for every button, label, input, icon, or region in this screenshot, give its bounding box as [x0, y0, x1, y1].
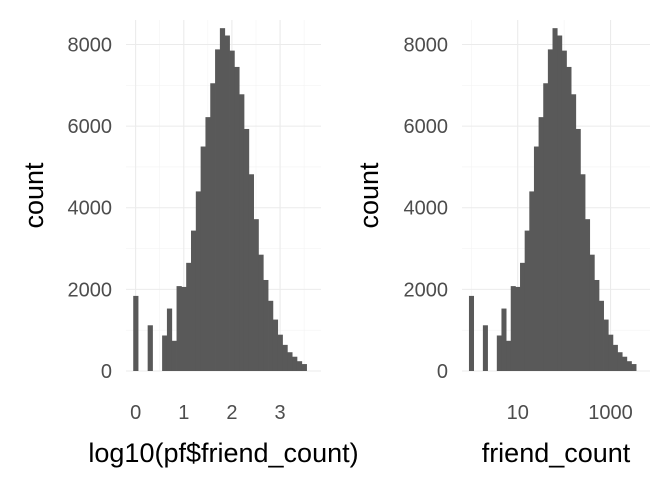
histogram-bar: [253, 219, 259, 371]
histogram-bar: [506, 340, 512, 371]
histogram-bar: [186, 262, 192, 371]
histogram-bar: [272, 319, 279, 371]
histogram-bar: [543, 83, 549, 371]
histogram-bar: [533, 146, 539, 371]
histogram-bar: [287, 352, 293, 371]
histogram-bar: [580, 174, 586, 371]
histogram-bar: [162, 335, 168, 371]
histogram-bar: [482, 325, 488, 371]
histogram-bar: [575, 128, 581, 371]
histogram-bar: [631, 364, 637, 371]
histogram-bar: [603, 319, 609, 371]
histogram-bar: [501, 308, 507, 371]
histogram-bar: [515, 286, 521, 371]
histogram-bar: [239, 94, 245, 371]
histogram-bar: [626, 361, 632, 371]
histogram-bar: [248, 174, 254, 371]
x-tick-label: 0: [130, 402, 141, 424]
x-tick-label: 10: [507, 402, 529, 424]
histogram-bar: [524, 230, 530, 371]
histogram-bar: [617, 352, 623, 371]
x-axis-title: log10(pf$friend_count): [88, 438, 358, 468]
histogram-bar: [200, 146, 206, 371]
x-tick-label: 1000: [588, 402, 633, 424]
histogram-bar: [234, 66, 240, 372]
histogram-bar: [547, 49, 553, 371]
histogram-bar: [594, 279, 600, 371]
histogram-bar: [205, 117, 211, 371]
histogram-bar: [191, 230, 197, 371]
histogram-bar: [622, 356, 628, 371]
histogram-bar: [557, 35, 563, 371]
histogram-bar: [566, 66, 572, 372]
y-tick-label: 8000: [68, 34, 113, 56]
histogram-bar: [292, 356, 298, 371]
histogram-bar: [529, 191, 535, 371]
histogram-bar: [195, 191, 202, 371]
histogram-bar: [166, 308, 173, 371]
histogram-bar: [510, 286, 516, 371]
histogram-bar: [133, 295, 139, 371]
histogram-bar: [296, 361, 303, 371]
histogram-bar: [612, 344, 618, 371]
histogram-bar: [229, 50, 235, 371]
histogram-bar: [176, 286, 182, 371]
histogram-bar: [219, 28, 226, 372]
y-tick-label: 2000: [404, 279, 449, 301]
histogram-bar: [538, 117, 544, 371]
histogram-bar: [147, 325, 153, 371]
x-tick-label: 3: [275, 402, 286, 424]
histogram-bar: [171, 340, 177, 371]
histogram-bar: [608, 334, 614, 371]
histogram-bar: [496, 335, 502, 371]
histogram-bar: [243, 128, 250, 371]
histogram-bar: [552, 28, 558, 372]
histogram-bar: [301, 364, 307, 371]
x-axis-title: friend_count: [482, 438, 631, 468]
histogram-bar: [598, 300, 604, 371]
y-tick-label: 4000: [68, 198, 113, 220]
histogram-bar: [589, 254, 595, 371]
histogram-bar: [224, 35, 230, 371]
histogram-bar: [585, 219, 591, 371]
histogram-bar: [561, 50, 567, 371]
y-tick-label: 2000: [68, 279, 113, 301]
histogram-bar: [277, 334, 283, 371]
histogram-bar: [520, 262, 526, 371]
histogram-bar: [468, 295, 475, 371]
y-axis-title: count: [354, 162, 384, 229]
histogram-bar: [258, 254, 264, 371]
left-histogram-panel: 0 2000 4000 6000 8000 0 1 2 3 log10(pf$friend_cou…: [19, 20, 359, 468]
y-tick-label: 4000: [404, 198, 449, 220]
y-tick-label: 6000: [68, 116, 113, 138]
histogram-bar: [571, 94, 577, 371]
y-tick-label: 8000: [404, 34, 449, 56]
x-tick-label: 1: [178, 402, 189, 424]
histogram-bar: [210, 83, 216, 371]
histogram-bar: [263, 279, 269, 371]
y-tick-label: 6000: [404, 116, 449, 138]
histogram-bar: [268, 300, 274, 371]
x-tick-label: 2: [226, 402, 237, 424]
histogram-bar: [282, 344, 288, 371]
y-tick-label: 0: [437, 361, 448, 383]
histogram-bar: [181, 286, 187, 371]
y-axis-title: count: [19, 162, 49, 229]
y-tick-label: 0: [101, 361, 112, 383]
histogram-bar: [215, 49, 221, 371]
right-histogram-panel: 0 2000 4000 6000 8000 10 1000 friend_count count: [354, 20, 650, 468]
